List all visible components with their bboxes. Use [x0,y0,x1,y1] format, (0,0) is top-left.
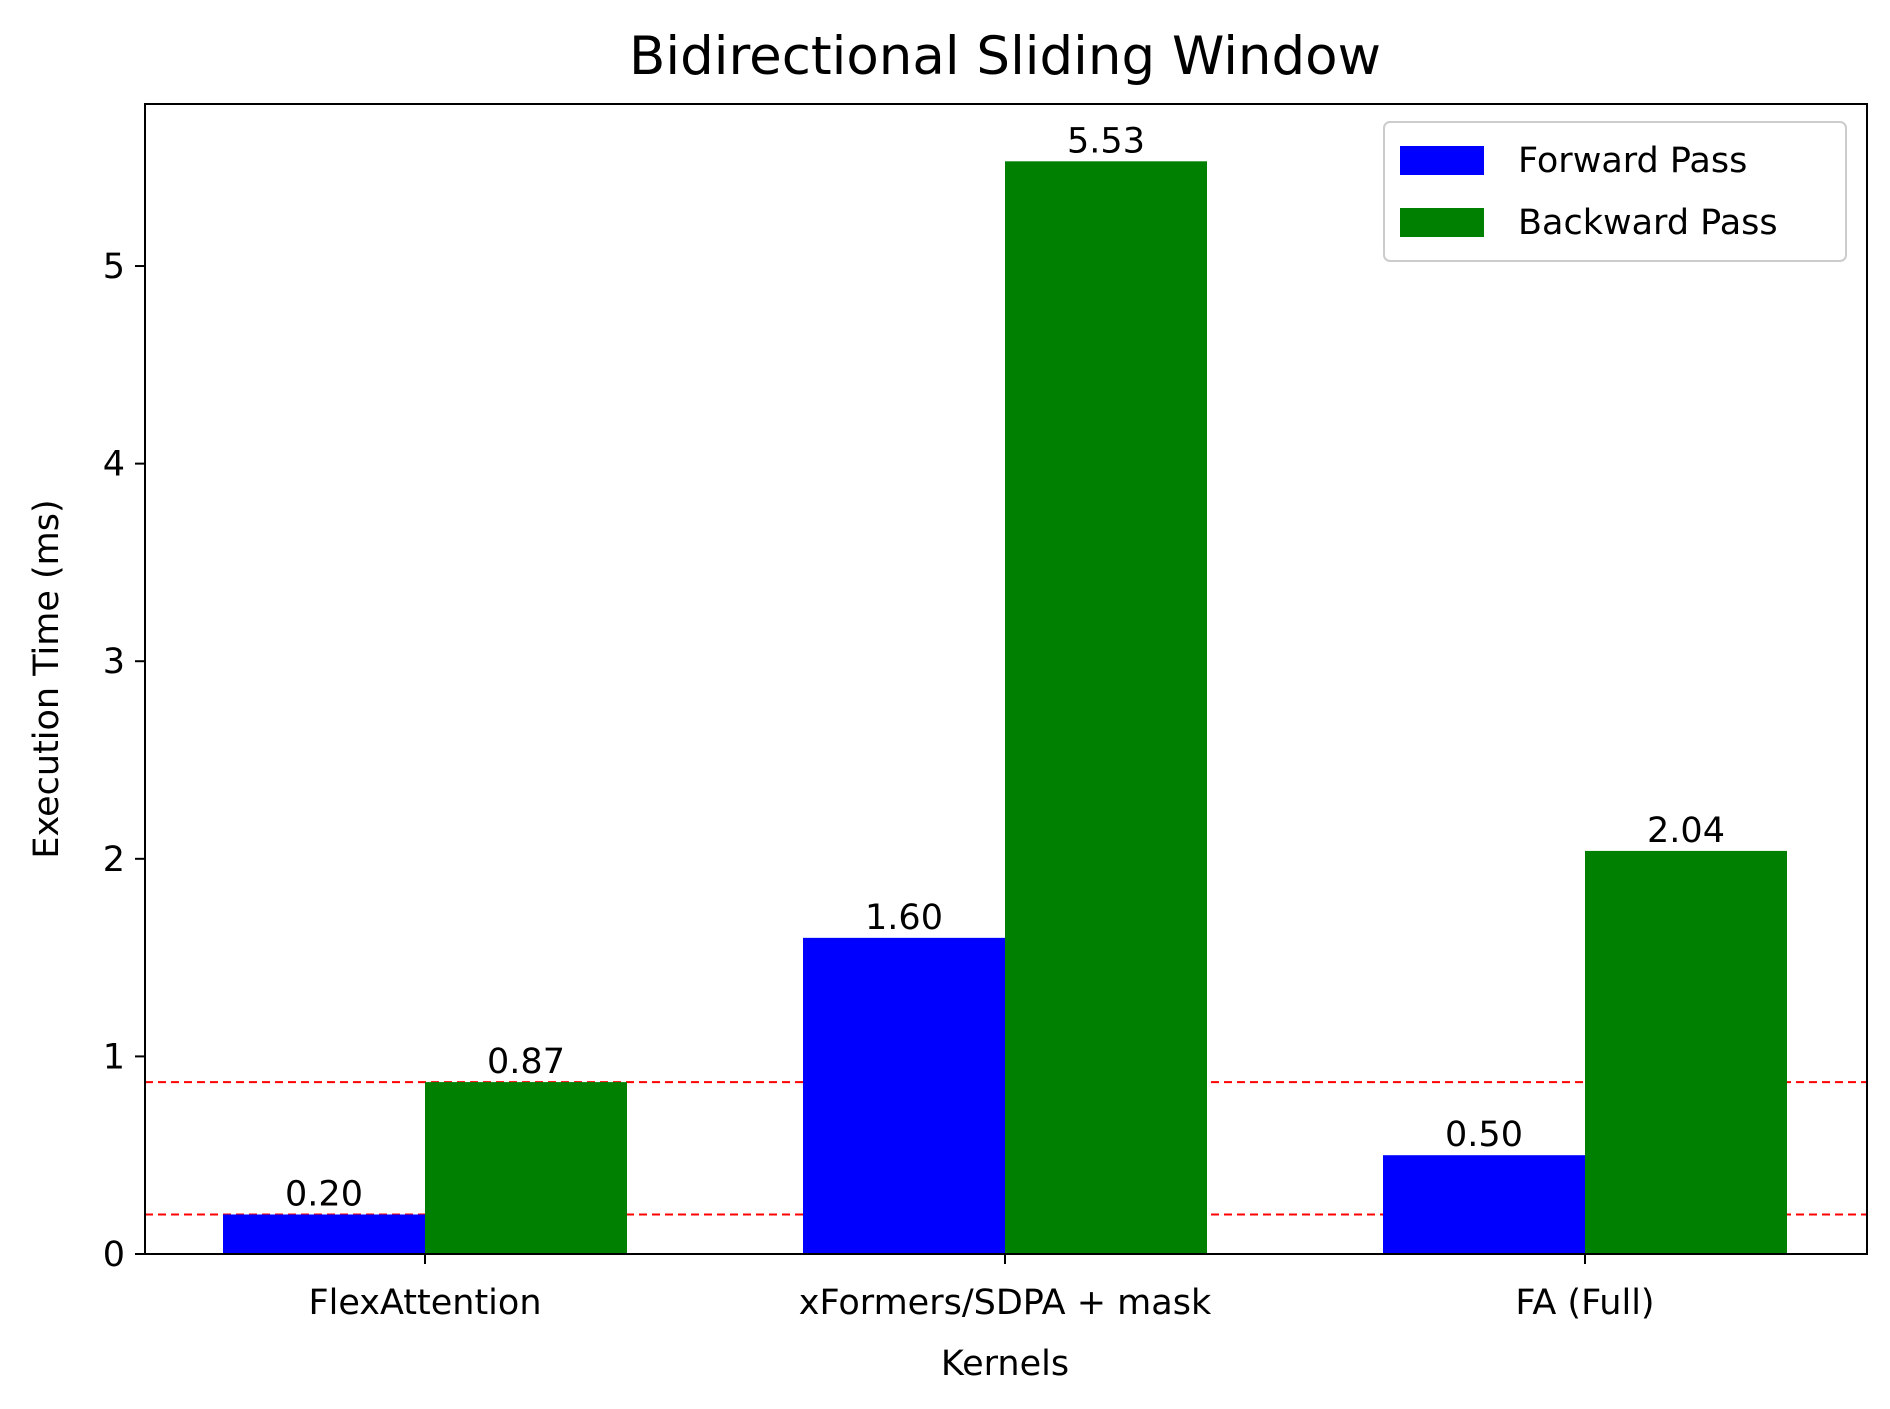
legend-swatch-backward [1400,208,1484,237]
bar-label-forward-pass-1: 1.60 [865,898,943,938]
bar-forward-pass-1 [803,937,1005,1254]
bar-label-backward-pass-2: 2.04 [1647,811,1725,851]
legend-swatch-forward [1400,146,1484,175]
bar-backward-pass-0 [425,1082,627,1254]
x-tick-label: FlexAttention [308,1283,541,1323]
bars [223,161,1787,1255]
legend-label-forward: Forward Pass [1518,141,1747,181]
x-tick-label: xFormers/SDPA + mask [799,1283,1212,1323]
bar-label-forward-pass-0: 0.20 [285,1174,363,1214]
x-axis-label: Kernels [941,1344,1069,1384]
y-tick-label: 3 [103,642,125,682]
x-tick-label: FA (Full) [1515,1283,1654,1323]
y-tick-label: 4 [103,445,125,485]
y-tick-label: 1 [103,1037,125,1077]
bar-label-forward-pass-2: 0.50 [1445,1115,1523,1155]
legend: Forward Pass Backward Pass [1383,121,1847,262]
legend-label-backward: Backward Pass [1518,203,1778,243]
bar-forward-pass-0 [223,1214,425,1254]
y-tick-label: 2 [103,840,125,880]
bar-forward-pass-2 [1383,1155,1585,1254]
chart-title: Bidirectional Sliding Window [629,26,1381,87]
y-axis-label: Execution Time (ms) [27,499,67,858]
legend-box [1383,121,1847,262]
y-tick-label: 5 [103,247,125,287]
bar-value-labels: 0.20 1.60 0.50 0.87 5.53 2.04 [285,121,1725,1214]
y-tick-label: 0 [103,1235,125,1275]
bar-label-backward-pass-1: 5.53 [1067,121,1145,161]
x-axis-ticks: FlexAttention xFormers/SDPA + mask FA (Ful… [308,1254,1655,1323]
bar-backward-pass-1 [1005,161,1207,1255]
y-axis-ticks: 0 1 2 3 4 5 [103,247,145,1275]
bar-label-backward-pass-0: 0.87 [487,1042,565,1082]
bar-backward-pass-2 [1585,850,1787,1254]
